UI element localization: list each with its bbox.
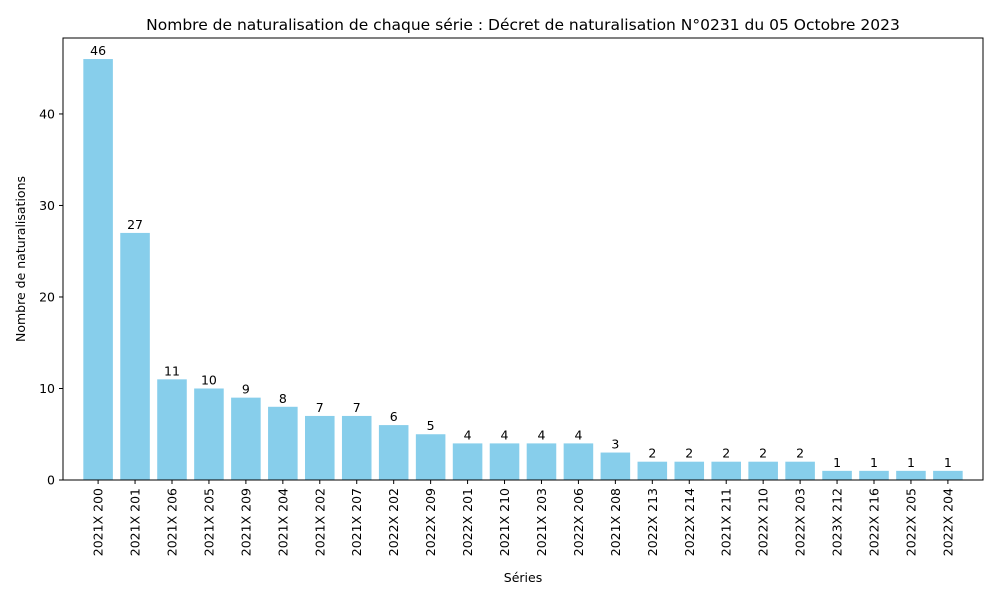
bar-value-label: 10 <box>201 372 217 387</box>
x-tick-label: 2022X 203 <box>793 488 808 556</box>
x-axis-label: Séries <box>504 570 542 585</box>
x-tick-label: 2023X 212 <box>830 488 845 556</box>
bar-value-label: 8 <box>279 391 287 406</box>
bar <box>896 470 926 480</box>
bar-value-label: 6 <box>390 409 398 424</box>
bar <box>83 59 113 481</box>
bar-value-label: 11 <box>164 363 180 378</box>
x-tick-label: 2021X 200 <box>91 488 106 556</box>
bar <box>600 452 631 480</box>
bar <box>637 461 668 480</box>
bar <box>268 406 298 480</box>
x-tick-label: 2021X 203 <box>534 488 549 556</box>
bar <box>231 397 261 480</box>
bar-value-label: 1 <box>944 455 952 470</box>
x-tick-label: 2021X 206 <box>164 488 179 556</box>
x-tick-label: 2022X 213 <box>645 488 660 556</box>
x-tick-label: 2021X 207 <box>349 488 364 556</box>
x-tick-label: 2022X 205 <box>903 488 918 556</box>
bar-value-label: 4 <box>464 427 472 442</box>
bar <box>933 470 963 480</box>
x-tick-label: 2022X 206 <box>571 488 586 556</box>
bar-value-label: 2 <box>759 446 767 461</box>
x-tick-label: 2021X 210 <box>497 488 512 556</box>
x-tick-label: 2021X 211 <box>719 488 734 556</box>
x-tick-label: 2022X 204 <box>940 488 955 556</box>
bar-value-label: 4 <box>574 427 582 442</box>
bar <box>822 470 852 480</box>
bar <box>194 388 224 480</box>
bar <box>674 461 705 480</box>
x-tick-label: 2021X 205 <box>201 488 216 556</box>
y-tick-label: 20 <box>39 289 55 304</box>
bar-value-label: 27 <box>127 217 143 232</box>
bar-value-label: 5 <box>427 418 435 433</box>
x-tick-label: 2021X 208 <box>608 488 623 556</box>
bar-value-label: 46 <box>90 43 106 58</box>
bar-value-label: 3 <box>611 437 619 452</box>
bar <box>120 232 150 480</box>
bar-value-label: 9 <box>242 382 250 397</box>
bar <box>859 470 889 480</box>
bar <box>489 443 520 480</box>
x-tick-label: 2022X 214 <box>682 488 697 556</box>
bar <box>341 415 372 480</box>
bar <box>378 425 409 480</box>
axes-frame <box>62 37 984 481</box>
y-tick-label: 0 <box>47 473 55 488</box>
bar-value-label: 2 <box>648 446 656 461</box>
bar <box>415 434 446 480</box>
y-tick-label: 10 <box>39 381 55 396</box>
bar-value-label: 4 <box>501 427 509 442</box>
chart-title: Nombre de naturalisation de chaque série… <box>146 16 900 34</box>
bar <box>563 443 594 480</box>
bar <box>785 461 815 480</box>
y-axis-label: Nombre de naturalisations <box>13 176 28 342</box>
y-tick-label: 40 <box>39 106 55 121</box>
x-tick-label: 2021X 209 <box>238 488 253 556</box>
x-tick-label: 2021X 201 <box>128 488 143 556</box>
bar <box>452 443 483 480</box>
bar-value-label: 2 <box>722 446 730 461</box>
x-tick-label: 2022X 209 <box>423 488 438 556</box>
bar-value-label: 2 <box>796 446 804 461</box>
bar-value-label: 7 <box>353 400 361 415</box>
bar-value-label: 1 <box>833 455 841 470</box>
bar <box>711 461 741 480</box>
x-tick-label: 2022X 201 <box>460 488 475 556</box>
bar <box>157 379 187 480</box>
bar-value-label: 2 <box>685 446 693 461</box>
x-tick-label: 2022X 202 <box>386 488 401 556</box>
x-tick-label: 2022X 216 <box>867 488 882 556</box>
x-tick-label: 2021X 204 <box>275 488 290 556</box>
bar-value-label: 1 <box>870 455 878 470</box>
bar-value-label: 1 <box>907 455 915 470</box>
bar <box>305 415 335 480</box>
x-tick-label: 2021X 202 <box>312 488 327 556</box>
bar <box>526 443 557 480</box>
bar-value-label: 7 <box>316 400 324 415</box>
y-tick-label: 30 <box>39 198 55 213</box>
bar <box>748 461 778 480</box>
bar-value-label: 4 <box>537 427 545 442</box>
x-tick-label: 2022X 210 <box>756 488 771 556</box>
